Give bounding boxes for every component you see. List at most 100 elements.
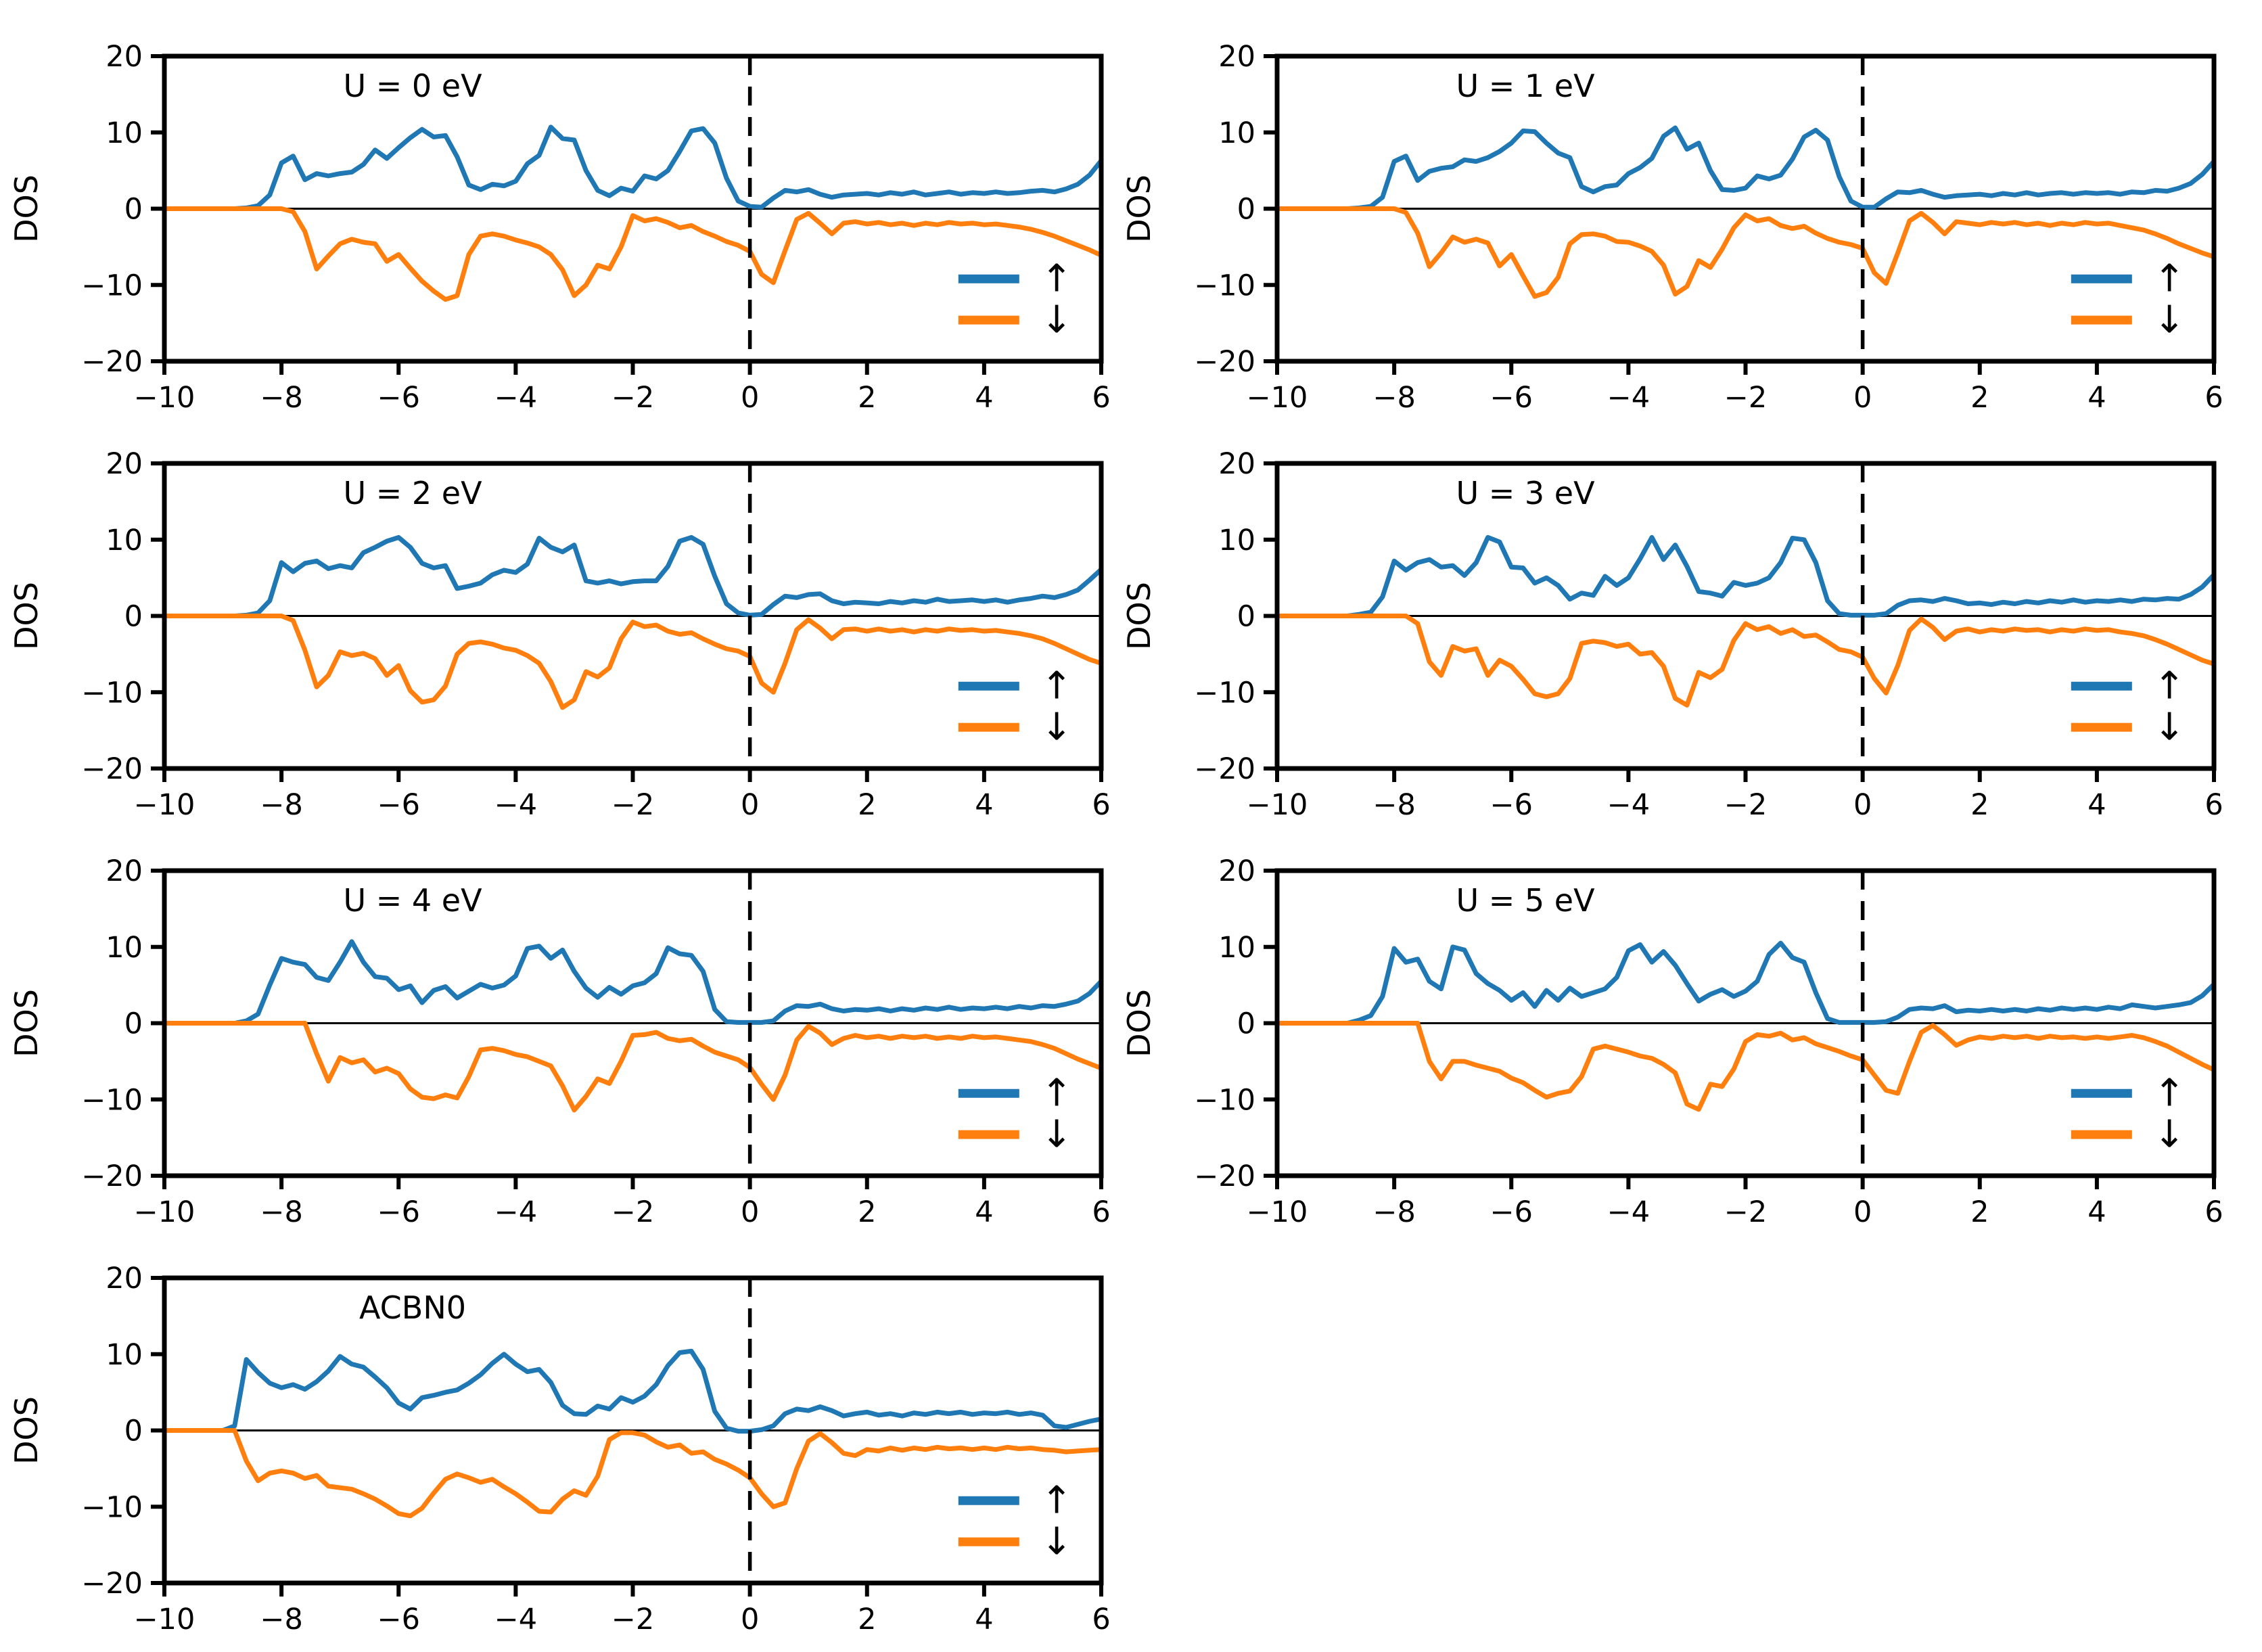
spin-up-curve bbox=[162, 124, 1104, 211]
spin-up-curve bbox=[162, 534, 1104, 618]
legend-label-spin_down-arrow-icon: ↓ bbox=[1041, 1113, 1073, 1157]
x-tick-label: −2 bbox=[611, 1195, 654, 1229]
x-tick-label: −4 bbox=[494, 788, 537, 822]
y-tick-label: 0 bbox=[1237, 1007, 1255, 1041]
y-tick-label: −20 bbox=[81, 1567, 143, 1601]
x-tick-label: −8 bbox=[1372, 1195, 1415, 1229]
legend: ↑↓ bbox=[958, 257, 1073, 342]
x-tick-label: 4 bbox=[2087, 788, 2106, 822]
legend-label-spin_down-arrow-icon: ↓ bbox=[1041, 1520, 1073, 1564]
x-tick-label: −10 bbox=[134, 1603, 195, 1636]
panel-title: U = 5 eV bbox=[1456, 882, 1595, 919]
x-tick-label: 4 bbox=[975, 788, 993, 822]
x-tick-label: −6 bbox=[1490, 788, 1533, 822]
x-tick-label: −2 bbox=[611, 1603, 654, 1636]
spin-up-curve bbox=[1274, 125, 2217, 211]
x-tick-label: −4 bbox=[1607, 1195, 1650, 1229]
legend: ↑↓ bbox=[2071, 664, 2186, 750]
x-tick-label: 0 bbox=[741, 1195, 759, 1229]
y-tick-label: −20 bbox=[1194, 1160, 1255, 1193]
x-tick-label: 4 bbox=[975, 381, 993, 415]
x-tick-label: 4 bbox=[2087, 381, 2106, 415]
x-tick-label: −2 bbox=[1724, 788, 1767, 822]
y-tick-label: 10 bbox=[1218, 116, 1255, 150]
y-tick-label: 20 bbox=[106, 854, 143, 888]
x-tick-label: 6 bbox=[1092, 788, 1110, 822]
spin-up-curve bbox=[162, 1348, 1104, 1434]
spin-up-curve bbox=[1274, 940, 2217, 1026]
x-tick-label: 6 bbox=[2205, 1195, 2223, 1229]
x-tick-label: 4 bbox=[2087, 1195, 2106, 1229]
x-tick-label: 6 bbox=[2205, 788, 2223, 822]
legend: ↑↓ bbox=[958, 1072, 1073, 1157]
y-tick-label: −10 bbox=[1194, 269, 1255, 302]
y-axis-label: DOS bbox=[1121, 175, 1157, 243]
x-tick-label: 0 bbox=[1853, 381, 1872, 415]
panel-title: U = 0 eV bbox=[343, 68, 482, 104]
y-tick-label: 20 bbox=[1218, 40, 1255, 74]
legend-label-spin_down-arrow-icon: ↓ bbox=[1041, 298, 1073, 342]
x-tick-label: −4 bbox=[494, 1195, 537, 1229]
x-tick-label: −4 bbox=[1607, 381, 1650, 415]
spin-down-curve bbox=[162, 614, 1104, 710]
spin-down-curve bbox=[162, 206, 1104, 302]
x-tick-label: 0 bbox=[1853, 788, 1872, 822]
panel-title: U = 4 eV bbox=[343, 882, 482, 919]
y-tick-label: −20 bbox=[81, 345, 143, 379]
legend-label-spin_up-arrow-icon: ↑ bbox=[1041, 1072, 1073, 1116]
y-tick-label: 10 bbox=[106, 116, 143, 150]
x-tick-label: −6 bbox=[377, 1603, 420, 1636]
y-tick-label: −10 bbox=[81, 1490, 143, 1524]
spin-down-curve bbox=[1274, 1021, 2217, 1112]
y-tick-label: 20 bbox=[106, 40, 143, 74]
y-axis-label: DOS bbox=[8, 582, 45, 650]
y-tick-label: 20 bbox=[1218, 447, 1255, 481]
y-axis-label: DOS bbox=[8, 989, 45, 1057]
legend-label-spin_down-arrow-icon: ↓ bbox=[2154, 1113, 2186, 1157]
panel-title: U = 1 eV bbox=[1456, 68, 1595, 104]
legend-label-spin_up-arrow-icon: ↑ bbox=[1041, 257, 1073, 301]
x-tick-label: −2 bbox=[1724, 1195, 1767, 1229]
y-axis-label: DOS bbox=[8, 175, 45, 243]
panel-title: ACBN0 bbox=[359, 1289, 466, 1326]
y-tick-label: −10 bbox=[81, 1083, 143, 1117]
y-axis-label: DOS bbox=[8, 1396, 45, 1465]
legend: ↑↓ bbox=[2071, 1072, 2186, 1157]
y-tick-label: −20 bbox=[81, 752, 143, 786]
y-tick-label: 10 bbox=[106, 931, 143, 965]
legend-label-spin_down-arrow-icon: ↓ bbox=[2154, 298, 2186, 342]
spin-down-curve bbox=[1274, 614, 2217, 708]
x-tick-label: 0 bbox=[1853, 1195, 1872, 1229]
spin-up-curve bbox=[1274, 534, 2217, 618]
x-tick-label: −6 bbox=[377, 788, 420, 822]
spin-down-curve bbox=[162, 1021, 1104, 1113]
x-tick-label: 2 bbox=[858, 381, 876, 415]
x-tick-label: 2 bbox=[1970, 1195, 1989, 1229]
x-tick-label: 6 bbox=[2205, 381, 2223, 415]
y-tick-label: −10 bbox=[81, 269, 143, 302]
legend-label-spin_up-arrow-icon: ↑ bbox=[1041, 664, 1073, 708]
x-tick-label: −2 bbox=[1724, 381, 1767, 415]
x-tick-label: −10 bbox=[1247, 381, 1308, 415]
legend-label-spin_up-arrow-icon: ↑ bbox=[2154, 1072, 2186, 1116]
y-tick-label: 0 bbox=[1237, 193, 1255, 227]
x-tick-label: 2 bbox=[858, 1195, 876, 1229]
legend-label-spin_down-arrow-icon: ↓ bbox=[1041, 706, 1073, 750]
x-tick-label: −8 bbox=[1372, 381, 1415, 415]
x-tick-label: −6 bbox=[1490, 381, 1533, 415]
legend: ↑↓ bbox=[958, 1479, 1073, 1564]
x-tick-label: −8 bbox=[260, 1603, 302, 1636]
x-tick-label: 0 bbox=[741, 1603, 759, 1636]
x-tick-label: 2 bbox=[858, 788, 876, 822]
spin-up-curve bbox=[162, 939, 1104, 1026]
legend-label-spin_up-arrow-icon: ↑ bbox=[1041, 1479, 1073, 1523]
x-tick-label: 0 bbox=[741, 788, 759, 822]
x-tick-label: 4 bbox=[975, 1195, 993, 1229]
